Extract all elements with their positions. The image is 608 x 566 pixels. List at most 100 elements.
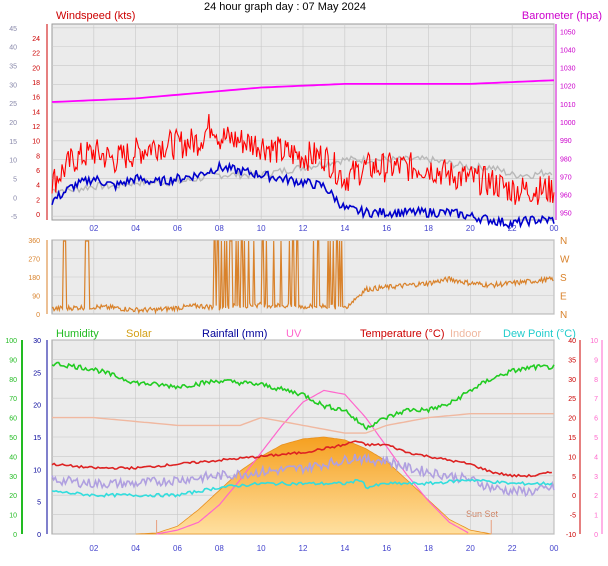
dir-tick: 0 (36, 312, 40, 319)
compass-tick: S (560, 273, 567, 284)
temp-x-tick: 06 (173, 544, 182, 553)
page-title: 24 hour graph day : 07 May 2024 (204, 1, 366, 13)
wind-direction-line (51, 240, 554, 315)
legend-uv: UV (286, 328, 302, 340)
temp-tick: 15 (568, 435, 576, 442)
wind-tick-outer: 0 (13, 195, 17, 202)
wind-tick-outer: 15 (9, 139, 17, 146)
uv-tick: 10 (590, 338, 598, 345)
legend-dew-point: Dew Point (°C) (503, 328, 576, 340)
wind-tick-inner: 12 (32, 124, 40, 131)
wind-axis-title: Windspeed (kts) (56, 10, 135, 22)
wind-x-tick: 14 (340, 224, 349, 233)
temp-x-tick: 22 (508, 544, 517, 553)
legend-indoor: Indoor (450, 328, 482, 340)
wind-x-tick: 12 (299, 224, 308, 233)
dew-point-line (51, 478, 553, 498)
temp-tick: -10 (566, 532, 576, 539)
temp-x-tick: 14 (340, 544, 349, 553)
temp-tick: 10 (568, 454, 576, 461)
compass-tick: W (560, 255, 570, 266)
rain-tick: 30 (33, 338, 41, 345)
baro-tick: 1010 (560, 102, 576, 109)
uv-tick: 3 (594, 474, 598, 481)
dir-tick: 270 (28, 257, 40, 264)
wind-tick-inner: 2 (36, 197, 40, 204)
humidity-tick: 100 (5, 338, 17, 345)
wind-tick-inner: 8 (36, 153, 40, 160)
wind-tick-outer: 10 (9, 158, 17, 165)
wind-tick-outer: 25 (9, 101, 17, 108)
uv-tick: 2 (594, 493, 598, 500)
temp-x-tick: 00 (550, 544, 559, 553)
temp-tick: 20 (568, 416, 576, 423)
temp-x-tick: 02 (89, 544, 98, 553)
uv-tick: 7 (594, 396, 598, 403)
dir-tick: 360 (28, 238, 40, 245)
legend-rainfall: Rainfall (mm) (202, 328, 267, 340)
wind-tick-inner: 16 (32, 95, 40, 102)
humidity-tick: 90 (9, 357, 17, 364)
baro-tick: 970 (560, 174, 572, 181)
baro-tick: 990 (560, 138, 572, 145)
wind-x-tick: 06 (173, 224, 182, 233)
temp-x-tick: 16 (382, 544, 391, 553)
wind-x-tick: 20 (466, 224, 475, 233)
uv-tick: 6 (594, 416, 598, 423)
wind-x-tick: 00 (550, 224, 559, 233)
wind-x-tick: 18 (424, 224, 433, 233)
baro-axis-title: Barometer (hpa) (522, 10, 602, 22)
baro-tick: 950 (560, 211, 572, 218)
baro-tick: 1050 (560, 29, 576, 36)
wind-tick-inner: 14 (32, 109, 40, 116)
wind-tick-inner: 22 (32, 51, 40, 58)
wind-tick-outer: 5 (13, 177, 17, 184)
wind-x-tick: 04 (131, 224, 140, 233)
rain-tick: 15 (33, 435, 41, 442)
wind-tick-inner: 20 (32, 65, 40, 72)
wind-tick-inner: 24 (32, 36, 40, 43)
humidity-tick: 80 (9, 377, 17, 384)
baro-tick: 1000 (560, 120, 576, 127)
rain-tick: 0 (37, 532, 41, 539)
compass-tick: E (560, 292, 567, 303)
baro-tick: 1020 (560, 84, 576, 91)
uv-tick: 0 (594, 532, 598, 539)
wind-x-tick: 02 (89, 224, 98, 233)
rain-tick: 25 (33, 370, 41, 377)
wind-x-tick: 10 (257, 224, 266, 233)
humidity-tick: 10 (9, 513, 17, 520)
humidity-tick: 40 (9, 454, 17, 461)
uv-tick: 1 (594, 513, 598, 520)
temp-x-tick: 04 (131, 544, 140, 553)
humidity-tick: 70 (9, 396, 17, 403)
wind-tick-outer: 45 (9, 26, 17, 33)
temp-x-tick: 10 (257, 544, 266, 553)
baro-tick: 1030 (560, 66, 576, 73)
wind-tick-inner: 10 (32, 139, 40, 146)
temp-tick: 5 (572, 474, 576, 481)
wind-gray-line (51, 154, 553, 195)
temp-x-tick: 18 (424, 544, 433, 553)
wind-tick-inner: 4 (36, 183, 40, 190)
wind-tick-outer: 40 (9, 45, 17, 52)
baro-tick: 960 (560, 193, 572, 200)
uv-tick: 5 (594, 435, 598, 442)
legend-temperature: Temperature (°C) (360, 328, 444, 340)
humidity-tick: 20 (9, 493, 17, 500)
temp-tick: 40 (568, 338, 576, 345)
sun-set-annotation: Sun Set (466, 509, 499, 519)
dir-tick: 90 (32, 294, 40, 301)
rain-tick: 20 (33, 403, 41, 410)
temp-x-tick: 12 (299, 544, 308, 553)
baro-tick: 1040 (560, 47, 576, 54)
temp-tick: -5 (570, 513, 576, 520)
indoor-line (52, 413, 554, 434)
windspeed-line (51, 113, 555, 205)
humidity-tick: 0 (13, 532, 17, 539)
wind-average-line (51, 159, 555, 230)
humidity-tick: 60 (9, 416, 17, 423)
dir-tick: 180 (28, 275, 40, 282)
temp-x-tick: 20 (466, 544, 475, 553)
